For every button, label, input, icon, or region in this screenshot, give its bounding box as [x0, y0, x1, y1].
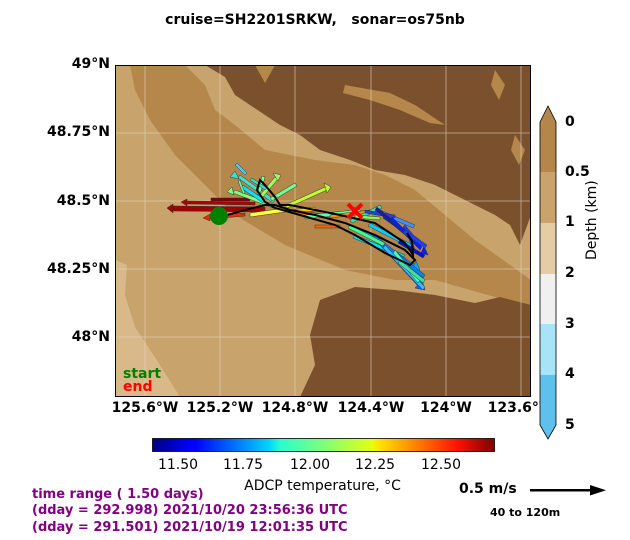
depth-tick-label: 0 — [565, 114, 575, 130]
depth-band — [540, 122, 556, 172]
deep-shelf-area — [115, 260, 180, 397]
lat-tick-label: 48.75°N — [47, 124, 110, 140]
start-time-text: (dday = 291.501) 2021/10/19 12:01:35 UTC — [32, 520, 348, 535]
end-time-text: (dday = 292.998) 2021/10/20 23:56:36 UTC — [32, 503, 348, 518]
current-vector — [397, 239, 426, 259]
current-vector — [237, 179, 246, 195]
lon-tick-label: 123.6°W — [487, 400, 555, 416]
lat-tick-label: 49°N — [71, 56, 110, 72]
temp-tick-label: 11.50 — [157, 457, 199, 473]
colorbar-frame — [539, 105, 557, 440]
depth-range-label: 40 to 120m — [490, 506, 561, 519]
ship-track — [219, 178, 417, 267]
velocity-scale-arrow — [530, 485, 606, 496]
depth-band — [540, 274, 556, 324]
vancouver-island — [205, 65, 531, 245]
temperature-gradient — [152, 438, 495, 452]
lon-tick-label: 124.8°W — [261, 400, 329, 416]
depth-band — [540, 172, 556, 223]
current-vector — [180, 198, 256, 207]
velocity-scale-label: 0.5 m/s — [459, 481, 517, 497]
temp-tick-label: 12.50 — [420, 457, 462, 473]
track-segment — [406, 232, 413, 242]
depth-tick-label: 0.5 — [565, 164, 590, 180]
time-range-text: time range ( 1.50 days) — [32, 487, 204, 502]
current-vector — [210, 197, 251, 202]
current-vector — [284, 182, 332, 209]
depth-band — [540, 375, 556, 425]
current-vector — [269, 182, 298, 202]
current-vector — [259, 172, 282, 198]
depth-band — [540, 223, 556, 274]
inlet — [343, 85, 445, 125]
depth-tick-label: 2 — [565, 265, 575, 281]
temp-tick-label: 12.00 — [289, 457, 331, 473]
inlet — [255, 65, 275, 83]
lon-tick-label: 125.6°W — [111, 400, 179, 416]
depth-colorbar — [539, 105, 557, 440]
depth-tick-label: 4 — [565, 366, 575, 382]
end-label: end — [123, 379, 153, 395]
olympic-peninsula — [300, 287, 531, 397]
lat-tick-label: 48.5°N — [56, 193, 110, 209]
lon-tick-label: 125.2°W — [186, 400, 254, 416]
current-vector — [347, 224, 386, 247]
map-panel — [115, 65, 531, 397]
map-frame — [115, 65, 531, 397]
end-marker — [346, 202, 364, 220]
depth-tick-label: 5 — [565, 417, 575, 433]
depth-band — [540, 324, 556, 375]
lat-tick-label: 48°N — [71, 329, 110, 345]
temperature-colorbar — [152, 438, 495, 452]
plot-title: cruise=SH2201SRKW, sonar=os75nb — [165, 12, 465, 28]
temp-tick-label: 12.25 — [354, 457, 396, 473]
temperature-colorbar-label: ADCP temperature, °C — [244, 478, 401, 494]
lat-tick-label: 48.25°N — [47, 261, 110, 277]
depth-tick-label: 3 — [565, 316, 575, 332]
current-vector — [234, 162, 248, 176]
lon-tick-label: 124°W — [420, 400, 472, 416]
current-vector — [397, 259, 426, 284]
shallow-shelf-band — [130, 65, 531, 305]
depth-cap-bottom — [540, 425, 556, 439]
depth-cap-top — [540, 106, 556, 122]
lon-tick-label: 124.4°W — [337, 400, 405, 416]
temp-tick-label: 11.75 — [222, 457, 264, 473]
depth-colorbar-label: Depth (km) — [584, 180, 600, 260]
inlet — [491, 70, 505, 100]
start-marker — [210, 207, 228, 225]
start-label: start — [123, 366, 162, 382]
inlet — [511, 135, 525, 165]
depth-tick-label: 1 — [565, 214, 575, 230]
